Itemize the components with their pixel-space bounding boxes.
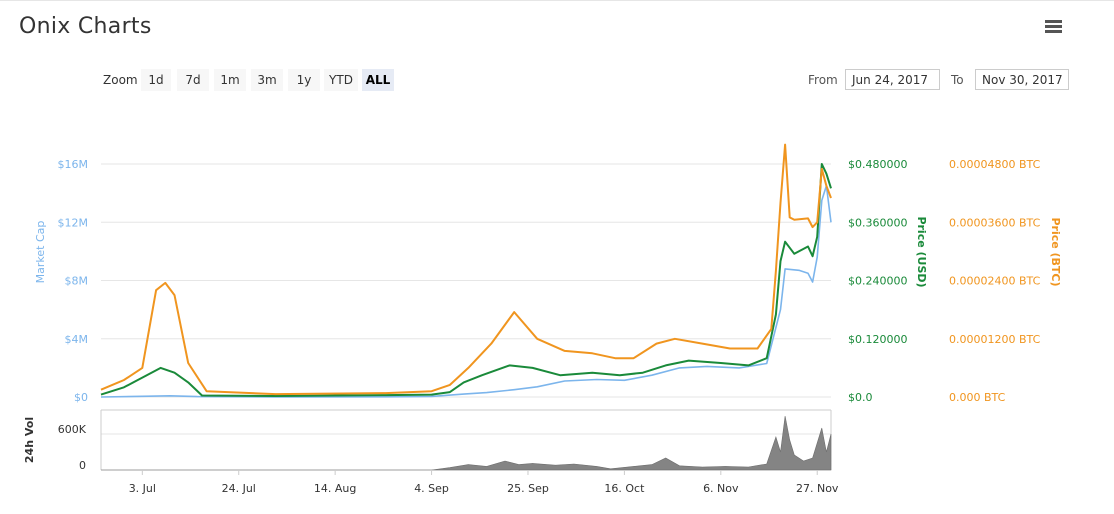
market-cap-tick-label: $12M: [58, 216, 89, 229]
x-tick-label: 25. Sep: [507, 482, 549, 495]
price-btc-series-line: [100, 143, 832, 396]
to-date-input[interactable]: Nov 30, 2017: [975, 69, 1069, 90]
price-btc-tick-label: 0.00002400 BTC: [949, 275, 1041, 288]
zoom-button-1m[interactable]: 1m: [214, 69, 246, 91]
price-btc-tick-label: 0.000 BTC: [949, 391, 1006, 404]
price-usd-tick-label: $0.0: [848, 391, 873, 404]
x-tick-label: 24. Jul: [222, 482, 256, 495]
zoom-button-1y[interactable]: 1y: [288, 69, 320, 91]
zoom-button-all[interactable]: ALL: [362, 69, 394, 91]
volume-tick-label: 0: [79, 459, 86, 472]
x-tick-label: 3. Jul: [129, 482, 156, 495]
zoom-button-ytd[interactable]: YTD: [324, 69, 358, 91]
price-usd-axis-title: Price (USD): [915, 216, 928, 287]
to-label: To: [951, 73, 964, 87]
zoom-button-7d[interactable]: 7d: [177, 69, 209, 91]
x-tick-label: 27. Nov: [796, 482, 839, 495]
top-border: [0, 0, 1114, 1]
price-btc-tick-label: 0.00003600 BTC: [949, 216, 1041, 229]
price-btc-axis-title: Price (BTC): [1049, 217, 1062, 286]
page-title: Onix Charts: [19, 14, 152, 39]
volume-area-series: [101, 415, 832, 471]
market-cap-tick-label: $8M: [65, 275, 89, 288]
zoom-button-1d[interactable]: 1d: [141, 69, 171, 91]
price-usd-tick-label: $0.360000: [848, 216, 908, 229]
price-btc-tick-label: 0.00004800 BTC: [949, 158, 1041, 171]
price-usd-series-line: [100, 163, 832, 397]
x-tick-label: 6. Nov: [703, 482, 739, 495]
volume-axis-title: 24h Vol: [23, 417, 36, 463]
market-cap-series-line: [100, 185, 832, 398]
market-cap-tick-label: $4M: [65, 333, 89, 346]
hamburger-menu-icon[interactable]: [1045, 20, 1067, 38]
from-label: From: [808, 73, 838, 87]
price-usd-tick-label: $0.480000: [848, 158, 908, 171]
x-tick-label: 16. Oct: [604, 482, 645, 495]
zoom-button-3m[interactable]: 3m: [251, 69, 283, 91]
price-usd-tick-label: $0.240000: [848, 275, 908, 288]
from-date-input[interactable]: Jun 24, 2017: [845, 69, 940, 90]
zoom-label: Zoom: [103, 73, 138, 87]
price-usd-tick-label: $0.120000: [848, 333, 908, 346]
market-cap-tick-label: $16M: [58, 158, 89, 171]
volume-tick-label: 600K: [58, 423, 87, 436]
x-tick-label: 14. Aug: [314, 482, 356, 495]
price-btc-tick-label: 0.00001200 BTC: [949, 333, 1041, 346]
x-tick-label: 4. Sep: [414, 482, 449, 495]
market-cap-tick-label: $0: [74, 391, 88, 404]
market-cap-axis-title: Market Cap: [34, 221, 47, 284]
